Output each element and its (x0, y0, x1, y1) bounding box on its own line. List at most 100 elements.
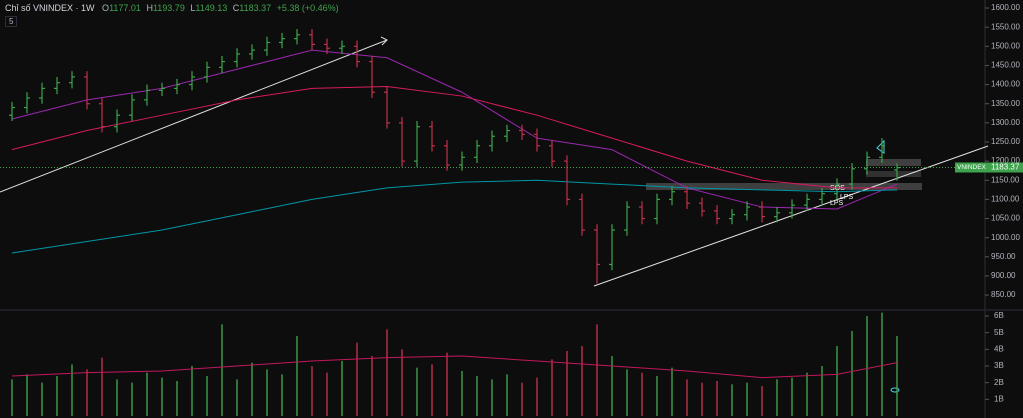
volume-bar (551, 359, 553, 416)
y-tick-label: 1600.00 (991, 3, 1020, 12)
volume-bar (791, 377, 793, 416)
volume-bar (581, 346, 583, 416)
y-tick-label: 1500.00 (991, 41, 1020, 50)
volume-bar (326, 372, 328, 416)
y-tick-label: 1100.00 (991, 195, 1020, 204)
volume-bar (251, 362, 253, 416)
volume-bar (116, 379, 118, 416)
trendline (593, 145, 989, 287)
volume-bar (131, 382, 133, 416)
volume-bar (146, 372, 148, 416)
ma-line (11, 179, 898, 254)
ohlc-label: L (190, 3, 196, 13)
ohlc-value: 1177.01 (109, 3, 141, 13)
volume-bar (476, 376, 478, 416)
volume-bar (731, 384, 733, 416)
volume-bar (26, 374, 28, 416)
symbol-tag (955, 162, 986, 173)
annotation: LPS (830, 200, 844, 207)
y-tick-label: 1000.00 (991, 233, 1020, 242)
y-tick-label: 3B (994, 361, 1004, 370)
volume-bar (236, 379, 238, 416)
trendline-arrow (380, 36, 388, 46)
volume-bar (461, 371, 463, 416)
volume-bar (896, 336, 898, 416)
volume-bar (776, 379, 778, 416)
ohlc-value: 1193.79 (152, 3, 185, 13)
volume-bar (821, 366, 823, 416)
volume-bar (341, 361, 343, 416)
y-tick-label: 5B (994, 328, 1004, 337)
ohlc-label: O (102, 3, 110, 13)
y-tick-label: 1400.00 (991, 80, 1020, 89)
volume-bar (491, 379, 493, 416)
volume-bar (101, 357, 103, 416)
symbol-title: Chỉ số VNINDEX · 1W (5, 3, 95, 13)
volume-bar (401, 349, 403, 416)
y-tick-label: 1450.00 (991, 61, 1020, 70)
volume-bar (41, 382, 43, 416)
volume-bar (536, 377, 538, 416)
marker (876, 139, 885, 154)
volume-bar (206, 376, 208, 416)
price-label: 1183.37 (991, 163, 1020, 172)
price-tag (986, 162, 1023, 173)
volume-bar (266, 369, 268, 416)
volume-bar (371, 356, 373, 416)
y-tick-label: 1550.00 (991, 22, 1020, 31)
zone-box (646, 183, 922, 190)
y-tick-label: 1B (994, 394, 1004, 403)
volume-bar (866, 316, 868, 416)
ohlc-value: 1149.13 (195, 3, 228, 13)
volume-bar (431, 364, 433, 416)
volume-bar (506, 374, 508, 416)
volume-bar (56, 376, 58, 416)
volume-bar (356, 342, 358, 416)
volume-ma-line (11, 355, 898, 379)
volume-bar (446, 352, 448, 416)
volume-bar (806, 372, 808, 416)
symbol-label: VNINDEX (957, 164, 987, 171)
volume-bar (161, 377, 163, 416)
change: +5.38 (+0.46%) (276, 3, 339, 13)
volume-bar (761, 386, 763, 416)
volume-bar (611, 356, 613, 416)
y-tick-label: 1300.00 (991, 118, 1020, 127)
y-tick-label: 1150.00 (991, 175, 1020, 184)
trendline (0, 39, 388, 193)
volume-bar (656, 376, 658, 416)
volume-bar (521, 382, 523, 416)
ohlc-label: C (232, 3, 240, 13)
volume-bar (686, 379, 688, 416)
volume-bar (11, 379, 13, 416)
marker (890, 387, 900, 393)
ma-line (11, 85, 897, 189)
y-tick-label: 2B (994, 378, 1004, 387)
y-tick-label: 1050.00 (991, 214, 1020, 223)
volume-bar (716, 381, 718, 416)
volume-bar (71, 364, 73, 416)
volume-bar (836, 346, 838, 416)
y-tick-label: 1250.00 (991, 137, 1020, 146)
y-tick-label: 6B (994, 311, 1004, 320)
volume-bar (701, 382, 703, 416)
ohlc-label: H (146, 3, 153, 13)
volume-bar (281, 374, 283, 416)
volume-bar (881, 312, 883, 416)
volume-bar (311, 366, 313, 416)
volume-bar (191, 366, 193, 416)
volume-bar (851, 331, 853, 416)
y-tick-label: 850.00 (991, 290, 1016, 299)
zone-box (866, 171, 921, 177)
y-tick-label: 4B (994, 344, 1004, 353)
legend-header: Chỉ số VNINDEX · 1W O1177.01 H1193.79 L1… (5, 3, 342, 13)
volume-bar (221, 324, 223, 416)
volume-bar (416, 367, 418, 416)
y-tick-label: 900.00 (991, 271, 1016, 280)
volume-bar (86, 369, 88, 416)
y-tick-label: 1350.00 (991, 99, 1020, 108)
indicator-count[interactable]: 5 (5, 16, 18, 27)
volume-bar (176, 381, 178, 416)
volume-bar (641, 372, 643, 416)
